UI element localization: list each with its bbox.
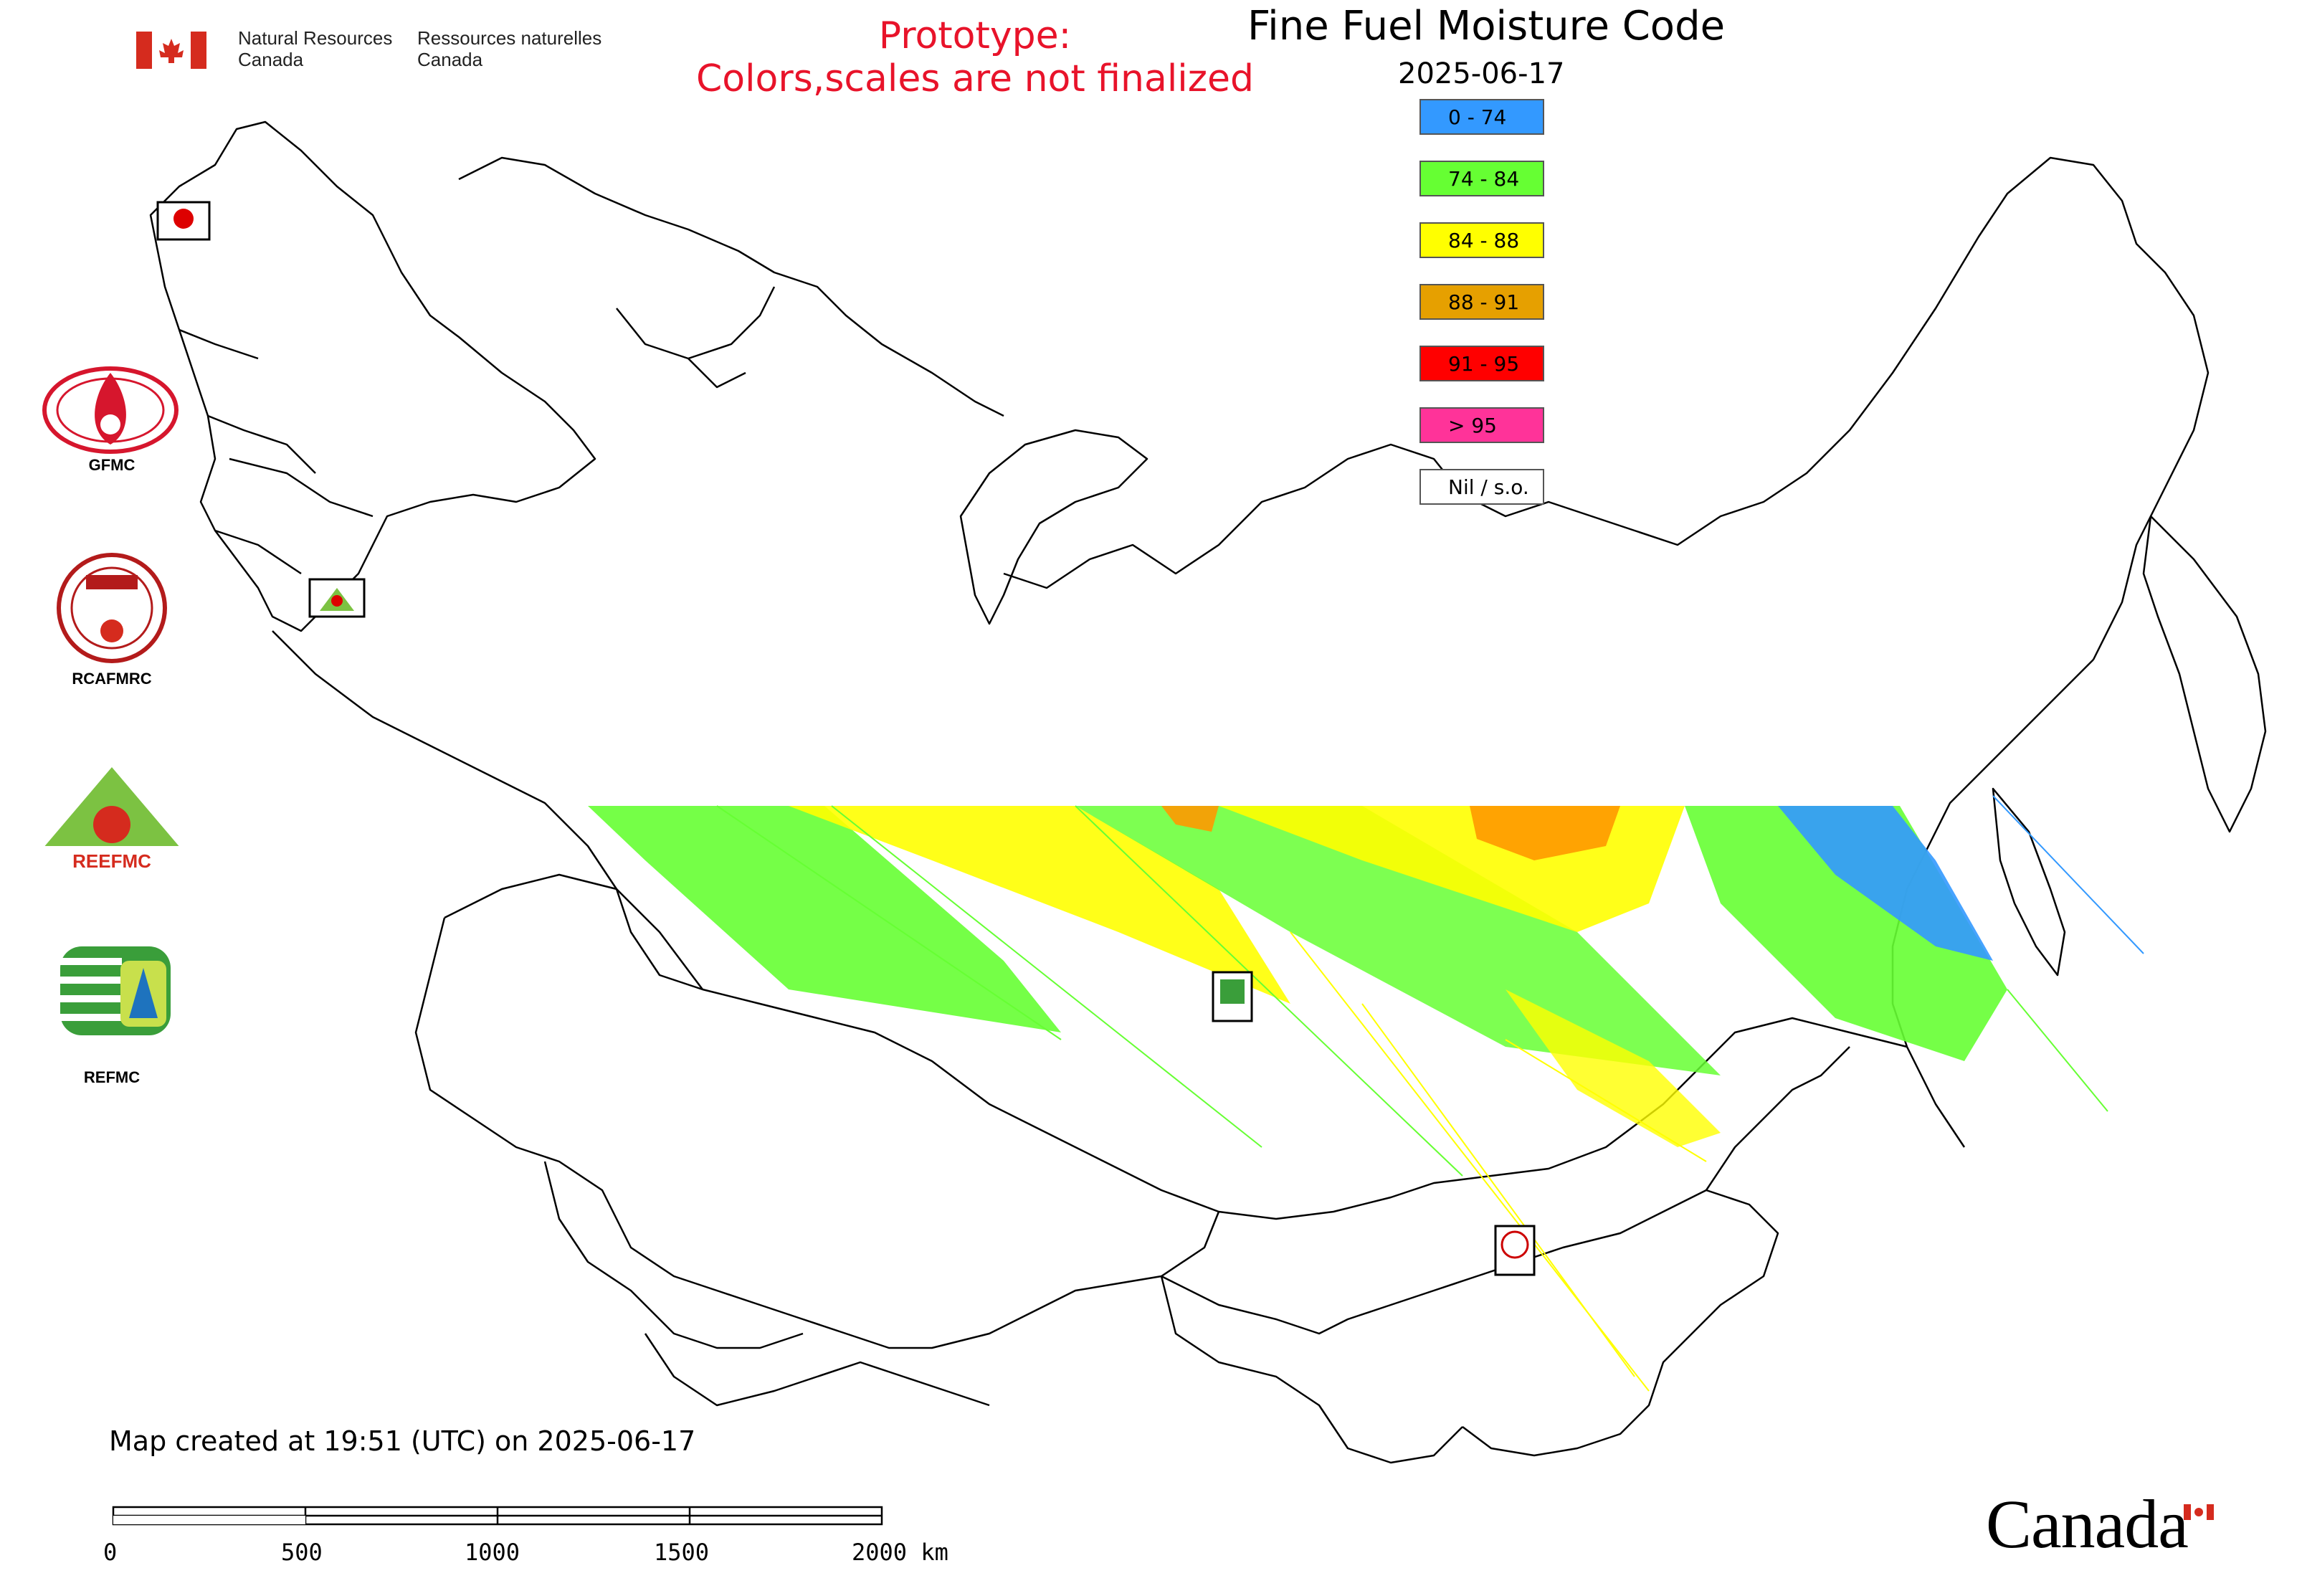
country-outlines [149,120,2267,1464]
marker-glyphs [173,209,1529,1259]
ffmc-orange-patch [1470,806,1620,860]
ffmc-green-band [588,806,1061,1032]
canada-wordmark-flag-icon [2184,1504,2214,1520]
map-title: Fine Fuel Moisture Code [1247,3,1726,49]
ffmc-blue-band [1778,806,1993,961]
scale-label-500: 500 [281,1539,323,1566]
legend-label: 84 - 88 [1448,228,1520,252]
agency-en-line2: Canada [238,49,304,70]
agency-fr-line1: Ressources naturelles [417,27,602,49]
legend-label: 0 - 74 [1448,105,1507,129]
legend-label: 91 - 95 [1448,351,1520,376]
gfmc-logo-label: GFMC [88,456,135,474]
ffmc-raster [588,795,2144,1392]
refmc-logo-label: REFMC [83,1068,141,1086]
legend-item-0-74: 0 - 74 [1419,99,1544,135]
gfmc-logo-icon [42,366,179,454]
legend-label: > 95 [1448,413,1497,437]
legend-item-91-95: 91 - 95 [1419,346,1544,381]
legend-item-nil: Nil / s.o. [1419,469,1544,505]
scale-label-2000-km: 2000 km [852,1539,948,1566]
legend-label: Nil / s.o. [1448,475,1529,499]
scale-bar-fill [113,1516,305,1524]
scale-label-1500: 1500 [654,1539,710,1566]
agency-name-fr: Ressources naturelles Canada [417,27,601,70]
agency-fr-line2: Canada [417,49,483,70]
canada-wordmark: Canada [1986,1486,2189,1562]
ffmc-orange-patch-2 [1161,806,1219,832]
map-date: 2025-06-17 [1398,57,1565,90]
ffmc-yellow-band [789,806,1290,1004]
ffmc-streaks [716,795,2144,1177]
rcafmrc-logo-icon [57,553,167,663]
refmc-logo-icon [60,946,171,1035]
map-created-timestamp: Map created at 19:51 (UTC) on 2025-06-17 [109,1425,696,1457]
legend-label: 74 - 84 [1448,166,1520,191]
agency-name-en: Natural Resources Canada [238,27,392,70]
rcafmrc-logo-label: RCAFMRC [72,670,152,688]
reefmc-logo-label: REEFMC [72,850,151,872]
scale-label-0: 0 [103,1539,118,1566]
prototype-notice: Prototype: Colors,scales are not finaliz… [674,14,1276,100]
prototype-line2: Colors,scales are not finalized [695,57,1255,100]
canada-flag-icon [136,32,206,69]
legend-item-84-88: 84 - 88 [1419,222,1544,258]
ffmc-streaks-yellow [1290,931,1707,1392]
legend-item-gt-95: > 95 [1419,407,1544,443]
agency-en-line1: Natural Resources [238,27,393,49]
map-center-markers [156,201,1536,1276]
legend-item-74-84: 74 - 84 [1419,161,1544,196]
legend-label: 88 - 91 [1448,290,1520,314]
ffmc-green-band-2 [1075,806,1721,1075]
ffmc-yellow-band-3 [1506,989,1721,1147]
legend-item-88-91: 88 - 91 [1419,284,1544,320]
reefmc-logo-icon [39,767,185,868]
prototype-line1: Prototype: [878,14,1072,57]
rcafmrc-center-marker [1494,1225,1536,1276]
scale-label-1000: 1000 [465,1539,520,1566]
